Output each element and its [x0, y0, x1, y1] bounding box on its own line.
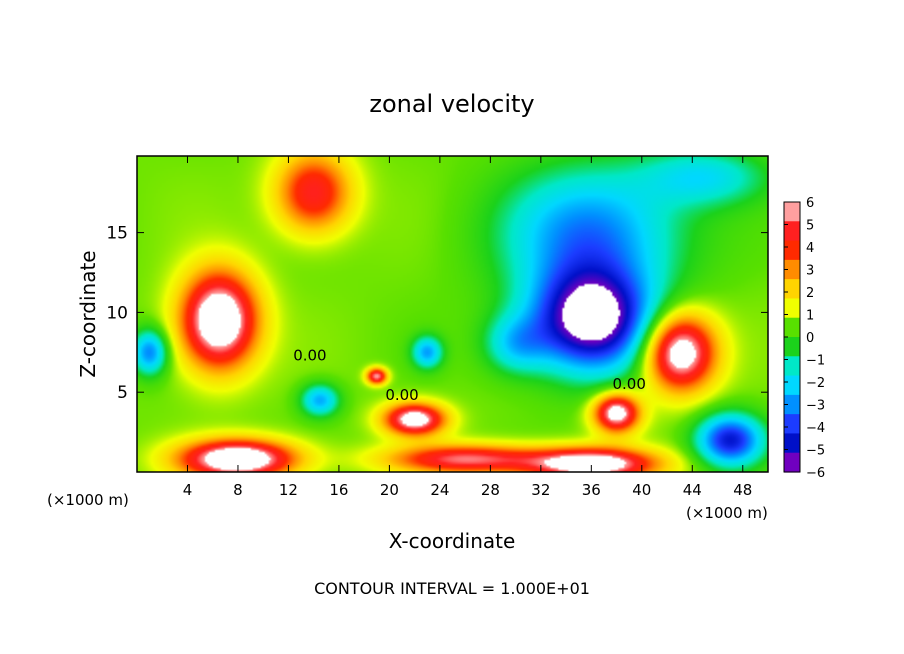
x-tick-label: 44 [683, 481, 702, 499]
colorbar-swatch [784, 375, 800, 396]
x-tick-label: 12 [279, 481, 298, 499]
colorbar-swatch [784, 279, 800, 300]
colorbar-swatch [784, 394, 800, 415]
colorbar-swatch [784, 317, 800, 338]
x-tick-label: 8 [233, 481, 243, 499]
colorbar-label: −3 [806, 399, 825, 414]
x-unit-right: (×1000 m) [686, 504, 768, 522]
colorbar-swatch [784, 240, 800, 261]
x-axis-ticks: 4 8 12 16 20 24 28 32 36 40 44 48 [183, 156, 752, 499]
y-tick-label: 15 [106, 224, 128, 244]
y-axis-label: Z-coordinate [76, 250, 100, 377]
y-tick-label: 10 [106, 303, 128, 323]
colorbar-swatch [784, 202, 800, 222]
colorbar-label: 3 [806, 264, 814, 279]
x-tick-label: 4 [183, 481, 193, 499]
contour-label: 0.00 [612, 375, 645, 393]
colorbar-label: −5 [806, 444, 825, 459]
colorbar-label: 4 [806, 241, 814, 256]
x-tick-label: 40 [632, 481, 651, 499]
y-axis-ticks: 5 10 15 [106, 224, 768, 403]
colorbar-swatch [784, 433, 800, 454]
colorbar-label: 5 [806, 219, 814, 234]
x-tick-label: 16 [329, 481, 348, 499]
colorbar-swatch [784, 356, 800, 377]
x-unit-left: (×1000 m) [47, 491, 129, 509]
x-tick-label: 24 [430, 481, 449, 499]
x-tick-label: 48 [733, 481, 752, 499]
x-tick-label: 36 [582, 481, 601, 499]
colorbar-label: 2 [806, 286, 814, 301]
colorbar-label: −1 [806, 354, 825, 369]
heatmap-image [137, 156, 768, 472]
contour-labels: 0.00 0.00 0.00 [293, 346, 646, 404]
contour-interval-footnote: CONTOUR INTERVAL = 1.000E+01 [314, 579, 590, 598]
colorbar-swatch [784, 298, 800, 319]
plot-frame [136, 155, 769, 473]
colorbar-label: 0 [806, 331, 814, 346]
contour-label: 0.00 [293, 346, 326, 364]
colorbar: 6 5 4 3 2 1 0 −1 −2 −3 −4 −5 −6 [783, 196, 825, 481]
colorbar-swatch [784, 259, 800, 280]
x-tick-label: 20 [380, 481, 399, 499]
colorbar-label: 6 [806, 196, 814, 211]
chart-title: zonal velocity [369, 90, 534, 118]
colorbar-swatch [784, 452, 800, 473]
colorbar-label: −4 [806, 421, 825, 436]
colorbar-swatch [784, 221, 800, 242]
y-tick-label: 5 [117, 383, 128, 403]
colorbar-swatch [784, 414, 800, 435]
x-tick-label: 28 [481, 481, 500, 499]
colorbar-label: 1 [806, 309, 814, 324]
colorbar-label: −6 [806, 466, 825, 481]
colorbar-label: −2 [806, 376, 825, 391]
heatmap-field: 0.00 0.00 0.00 [137, 156, 768, 472]
x-axis-label: X-coordinate [389, 529, 516, 553]
colorbar-swatch [784, 337, 800, 357]
contour-label: 0.00 [385, 386, 418, 404]
x-tick-label: 32 [531, 481, 550, 499]
